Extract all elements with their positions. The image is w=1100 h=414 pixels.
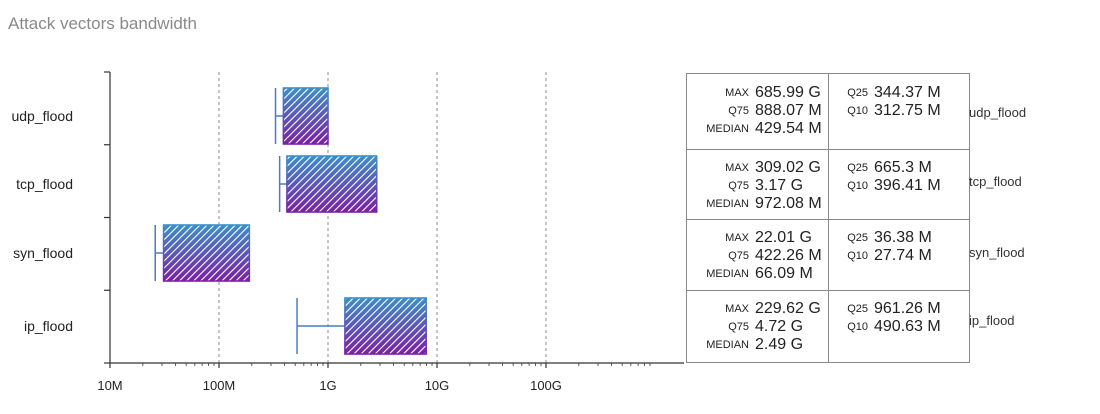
stat-value: 66.09 M [755,265,813,282]
row-name-right: tcp_flood [969,174,1022,189]
stat-label: Q75 [728,105,749,117]
stat-row: Q25 36.38 M [828,229,969,247]
stat-row: Q25 344.37 M [828,84,969,102]
stat-label: MAX [725,87,749,99]
stat-value: 490.63 M [874,318,941,335]
stat-value: 422.26 M [755,247,822,264]
box-hatch [286,156,377,212]
stat-label: Q25 [847,303,868,315]
row-name-right: udp_flood [969,105,1027,120]
stat-label: Q75 [728,321,749,333]
stat-label: Q25 [847,232,868,244]
grid-lines [218,72,547,363]
x-tick-label: 10G [425,378,450,393]
stat-row: MEDIAN 2.49 G [687,336,828,354]
stat-row: Q10 312.75 M [828,102,969,120]
stat-label: MEDIAN [706,198,749,210]
box-outline [286,155,378,213]
stat-row: Q10 396.41 M [828,177,969,195]
y-category-label: tcp_flood [16,176,73,192]
stat-value: 685.99 G [755,84,821,101]
stat-label: Q10 [847,250,868,262]
y-category-label: ip_flood [24,318,73,334]
stat-row: Q75 3.17 G [687,177,828,195]
stat-value: 972.08 M [755,195,822,212]
stat-value: 429.54 M [755,120,822,137]
stat-label: MAX [725,303,749,315]
x-tick-label: 100G [530,378,562,393]
stat-row: Q75 4.72 G [687,318,828,336]
stat-value: 344.37 M [874,84,941,101]
stat-value: 2.49 G [755,336,804,353]
stat-label: MEDIAN [706,339,749,351]
chart-title: Attack vectors bandwidth [8,14,197,33]
stat-row: Q10 27.74 M [828,247,969,265]
x-tick-label: 100M [203,378,236,393]
stat-value: 396.41 M [874,177,941,194]
stat-label: Q10 [847,180,868,192]
stat-value: 312.75 M [874,102,941,119]
y-category-label: syn_flood [13,245,73,261]
stat-row: MAX 229.62 G [687,300,828,318]
box-hatch [344,298,427,354]
stat-row: MEDIAN 972.08 M [687,195,828,213]
axes: 10M 100M 1G 10G 100G udp_flood tcp_flood syn_fl… [11,71,684,393]
stat-label: Q25 [847,162,868,174]
stat-row: MAX 685.99 G [687,84,828,102]
x-tick-label: 1G [319,378,336,393]
stats-col-divider [828,74,829,362]
stat-label: MAX [725,162,749,174]
stat-label: Q75 [728,180,749,192]
stat-value: 4.72 G [755,318,804,335]
stat-value: 888.07 M [755,102,822,119]
stat-label: MAX [725,232,749,244]
stat-value: 665.3 M [874,159,932,176]
box-outline [162,224,251,282]
stat-row: MEDIAN 429.54 M [687,120,828,138]
stats-table: MAX 685.99 G Q75 888.07 M MEDIAN 429.54 M Q25 3… [686,73,970,363]
stat-row: Q10 490.63 M [828,318,969,336]
stat-value: 229.62 G [755,300,821,317]
x-tick-label: 10M [97,378,122,393]
stat-value: 961.26 M [874,300,941,317]
stat-value: 36.38 M [874,229,932,246]
box-outline [344,297,427,355]
stat-row: Q75 422.26 M [687,247,828,265]
y-category-label: udp_flood [11,108,73,124]
row-name-right: syn_flood [969,245,1025,260]
stat-label: Q25 [847,87,868,99]
row-name-right: ip_flood [969,313,1015,328]
box-hatch [283,88,328,144]
stat-value: 309.02 G [755,159,821,176]
stat-label: MEDIAN [706,123,749,135]
stat-row: MAX 309.02 G [687,159,828,177]
stat-label: Q10 [847,321,868,333]
stat-row: Q25 961.26 M [828,300,969,318]
stat-label: MEDIAN [706,268,749,280]
stat-row: MEDIAN 66.09 M [687,265,828,283]
stat-row: Q25 665.3 M [828,159,969,177]
stat-row: MAX 22.01 G [687,229,828,247]
stat-label: Q10 [847,105,868,117]
box-outline [282,87,329,145]
stat-value: 27.74 M [874,247,932,264]
boxes [154,87,638,355]
stat-label: Q75 [728,250,749,262]
box-hatch [163,225,250,281]
stat-value: 22.01 G [755,229,812,246]
stat-value: 3.17 G [755,177,804,194]
stat-row: Q75 888.07 M [687,102,828,120]
